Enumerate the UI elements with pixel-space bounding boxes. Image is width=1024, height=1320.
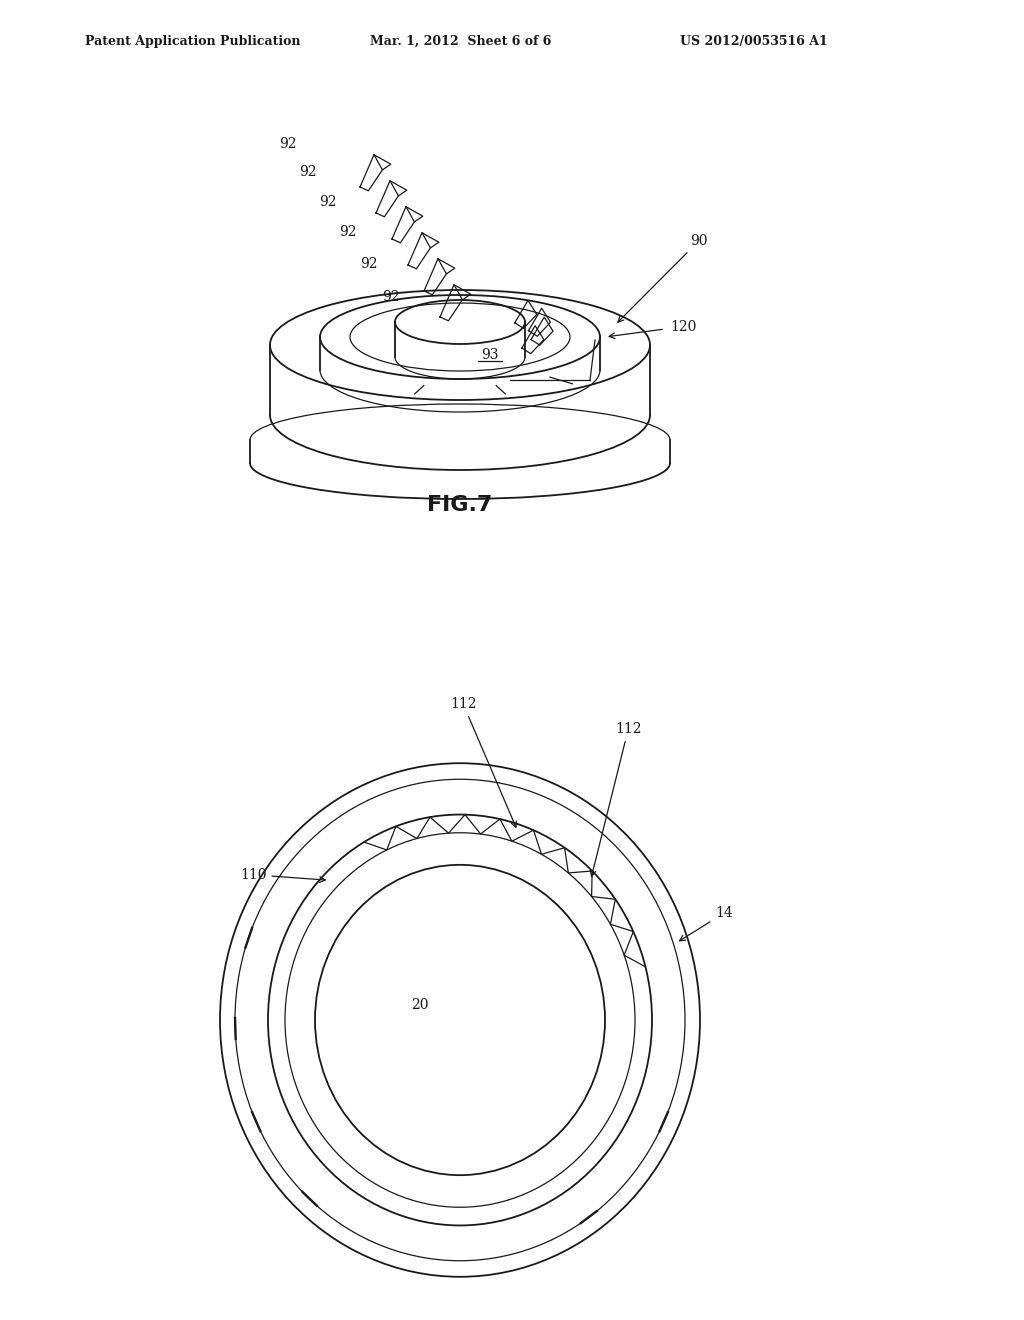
Text: 110: 110 (240, 867, 326, 882)
Text: US 2012/0053516 A1: US 2012/0053516 A1 (680, 36, 827, 48)
Text: 20: 20 (412, 998, 429, 1012)
Text: 120: 120 (670, 319, 696, 334)
Text: Patent Application Publication: Patent Application Publication (85, 36, 300, 48)
Text: 93: 93 (481, 348, 499, 362)
Text: 14: 14 (680, 907, 733, 941)
Text: Mar. 1, 2012  Sheet 6 of 6: Mar. 1, 2012 Sheet 6 of 6 (370, 36, 551, 48)
Text: 112: 112 (590, 722, 641, 876)
Text: 92: 92 (383, 290, 400, 304)
Text: 92: 92 (280, 137, 297, 150)
Text: 92: 92 (319, 195, 337, 209)
Text: 92: 92 (360, 257, 378, 271)
Text: 92: 92 (299, 165, 317, 180)
Text: 90: 90 (617, 234, 708, 322)
Text: 92: 92 (340, 224, 357, 239)
Text: 112: 112 (450, 697, 516, 828)
Text: FIG.7: FIG.7 (427, 495, 493, 515)
